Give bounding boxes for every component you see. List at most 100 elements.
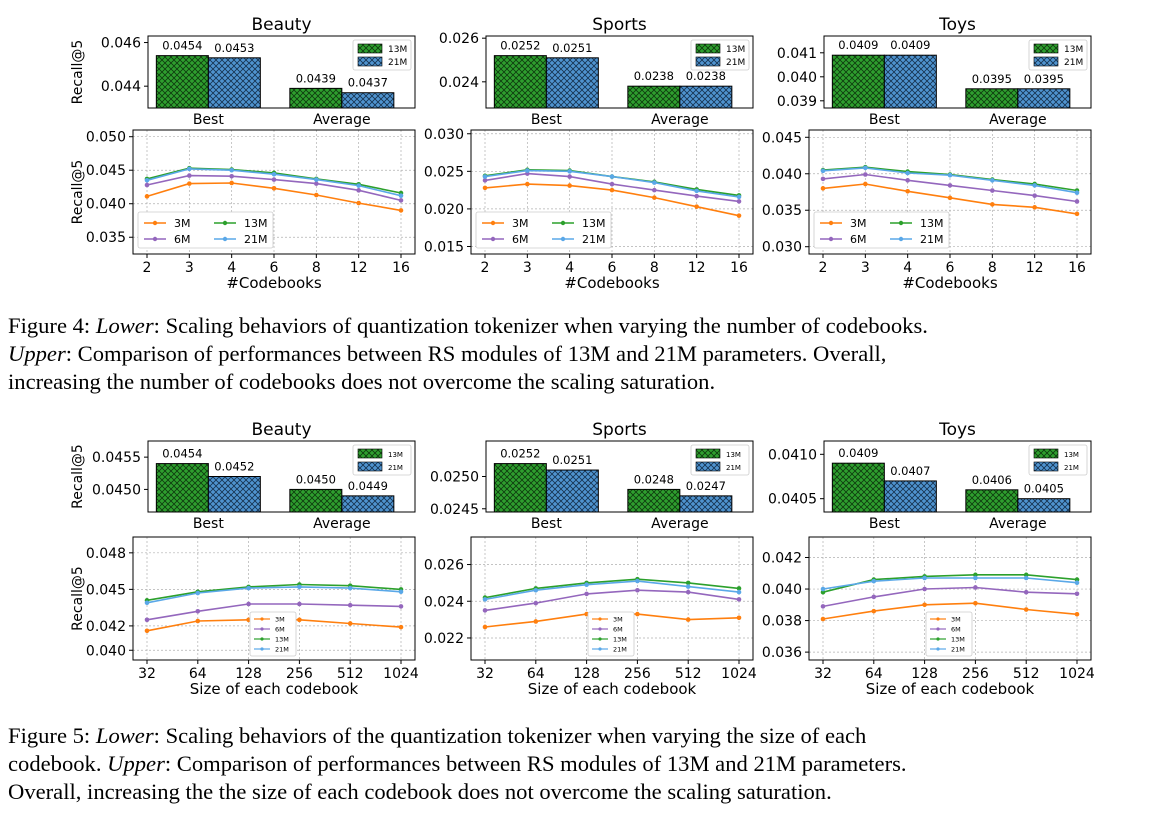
x-tick-label: 4 bbox=[903, 260, 912, 276]
legend-marker-3m bbox=[260, 617, 264, 621]
bar-value-label: 0.0452 bbox=[214, 460, 254, 474]
legend-swatch-13m bbox=[357, 448, 383, 459]
data-point-21m bbox=[356, 183, 361, 188]
data-point-3m bbox=[694, 204, 699, 209]
y-tick-label: 0.036 bbox=[762, 645, 802, 661]
data-point-21m bbox=[144, 177, 150, 183]
x-tick-label: 128 bbox=[573, 666, 600, 682]
data-point-3m bbox=[229, 180, 234, 186]
legend-label: 13M bbox=[920, 217, 944, 230]
data-point-21m bbox=[525, 168, 530, 173]
data-point-6m bbox=[567, 174, 572, 179]
data-point-6m bbox=[685, 589, 691, 595]
bar-value-label: 0.0439 bbox=[296, 71, 336, 85]
y-tick-label: 0.040 bbox=[762, 167, 802, 183]
legend-label: 21M bbox=[275, 646, 289, 654]
x-tick-label: 512 bbox=[337, 666, 364, 682]
y-tick-label: 0.039 bbox=[777, 94, 817, 110]
legend-label: 21M bbox=[920, 233, 944, 246]
data-point-21m bbox=[398, 193, 404, 198]
legend-label: 21M bbox=[951, 646, 965, 654]
data-point-21m bbox=[398, 589, 404, 595]
legend-label: 3M bbox=[174, 217, 191, 230]
data-point-3m bbox=[685, 617, 691, 622]
y-tick-label: 0.035 bbox=[762, 203, 802, 219]
x-tick-label: 12 bbox=[688, 260, 706, 276]
category-label: Best bbox=[193, 516, 225, 532]
y-tick-label: 0.040 bbox=[762, 582, 802, 598]
y-tick-label: 0.035 bbox=[86, 230, 126, 246]
x-tick-label: 2 bbox=[481, 260, 490, 276]
data-point-3m bbox=[525, 181, 530, 187]
data-point-3m bbox=[736, 615, 742, 621]
y-tick-label: 0.0405 bbox=[768, 492, 817, 508]
legend-marker-21m bbox=[260, 647, 264, 651]
legend-marker-13m bbox=[598, 637, 602, 641]
legend-box bbox=[813, 211, 950, 249]
data-point-21m bbox=[947, 172, 953, 178]
legend-marker-3m bbox=[490, 220, 496, 226]
bar-21m-average bbox=[679, 495, 733, 513]
x-tick-label: 512 bbox=[675, 666, 702, 682]
x-tick-label: 16 bbox=[730, 260, 748, 276]
data-point-6m bbox=[144, 617, 150, 623]
series-line-6m bbox=[822, 586, 1078, 608]
plot-frame bbox=[823, 35, 1092, 109]
bar-value-label: 0.0247 bbox=[686, 479, 726, 493]
y-tick-label: 0.048 bbox=[86, 546, 126, 562]
y-tick-label: 0.0245 bbox=[430, 502, 479, 518]
data-point-3m bbox=[1074, 211, 1080, 217]
data-point-13m bbox=[685, 580, 691, 586]
y-tick-label: 0.040 bbox=[777, 70, 817, 86]
data-point-6m bbox=[482, 608, 488, 613]
plot-frame bbox=[147, 35, 416, 109]
data-point-6m bbox=[314, 181, 319, 186]
category-label: Average bbox=[313, 112, 371, 128]
data-point-3m bbox=[863, 181, 868, 187]
bar-value-label: 0.0409 bbox=[838, 446, 878, 460]
legend-label: 3M bbox=[512, 217, 529, 230]
bar-value-label: 0.0248 bbox=[634, 472, 674, 486]
legend-label: 21M bbox=[613, 646, 627, 654]
data-point-21m bbox=[736, 589, 742, 595]
data-point-6m bbox=[297, 601, 302, 607]
data-point-21m bbox=[694, 188, 699, 194]
data-point-6m bbox=[195, 608, 201, 614]
category-label: Best bbox=[193, 112, 225, 128]
legend-label: 13M bbox=[388, 45, 407, 55]
bar-21m-best bbox=[883, 54, 937, 109]
legend-label: 21M bbox=[726, 464, 741, 472]
bar-value-label: 0.0252 bbox=[500, 39, 540, 53]
data-point-3m bbox=[609, 187, 615, 193]
legend-marker-21m bbox=[598, 647, 602, 651]
bar-value-label: 0.0453 bbox=[214, 41, 254, 55]
x-axis-label: Size of each codebook bbox=[528, 680, 697, 698]
x-tick-label: 256 bbox=[286, 666, 313, 682]
x-tick-label: 32 bbox=[138, 666, 156, 682]
data-point-21m bbox=[1023, 575, 1029, 581]
x-tick-label: 8 bbox=[312, 260, 321, 276]
plot-frame bbox=[147, 440, 416, 513]
bar-13m-best bbox=[831, 462, 885, 513]
data-point-6m bbox=[990, 188, 995, 193]
y-tick-label: 0.050 bbox=[86, 130, 126, 146]
data-point-3m bbox=[567, 183, 572, 188]
legend-box bbox=[249, 611, 297, 657]
legend-marker-6m bbox=[490, 236, 496, 242]
data-point-6m bbox=[947, 183, 953, 188]
data-point-21m bbox=[736, 194, 742, 200]
bar-value-label: 0.0409 bbox=[838, 38, 878, 52]
legend-label: 3M bbox=[275, 616, 285, 624]
bar-value-label: 0.0407 bbox=[890, 464, 930, 478]
y-tick-label: 0.044 bbox=[101, 79, 141, 95]
chart-title: Sports bbox=[592, 420, 647, 440]
legend-box bbox=[137, 211, 274, 249]
data-point-3m bbox=[973, 600, 978, 606]
legend-swatch-21m bbox=[1033, 56, 1059, 67]
data-point-3m bbox=[187, 181, 192, 186]
data-point-6m bbox=[1074, 199, 1080, 204]
bar-13m-average bbox=[289, 87, 343, 109]
data-point-13m bbox=[1023, 572, 1029, 578]
legend-swatch-13m bbox=[1033, 448, 1059, 459]
data-point-6m bbox=[398, 604, 404, 609]
